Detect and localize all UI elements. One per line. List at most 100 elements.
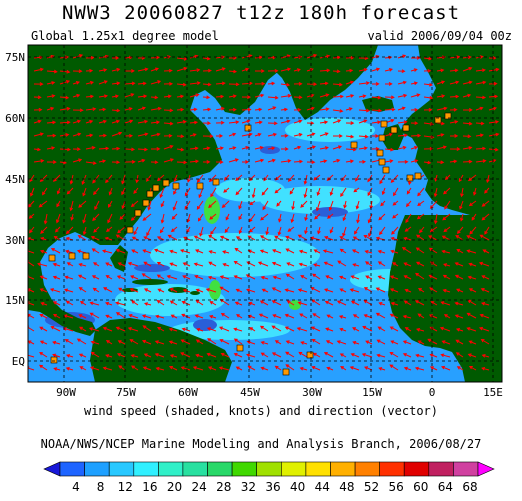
wind-vector [358, 108, 371, 113]
wind-vector [168, 366, 178, 371]
wind-vector [329, 226, 334, 234]
wind-vector [111, 94, 119, 99]
wind-vector [449, 134, 459, 138]
wind-vector [352, 314, 360, 319]
wind-vector [261, 288, 269, 293]
wind-vector [228, 146, 237, 150]
wind-vector [98, 119, 107, 124]
wind-vector [102, 326, 113, 332]
wind-vector [39, 314, 48, 319]
wind-vector [433, 213, 438, 225]
wind-vector [46, 81, 56, 85]
wind-vector [262, 200, 269, 211]
wind-vector [186, 174, 191, 183]
wind-vector [111, 81, 121, 86]
wind-vector [389, 351, 399, 358]
wind-vector [93, 187, 100, 196]
wind-vector [233, 327, 243, 332]
wind-vector [428, 235, 438, 241]
wind-vector [115, 301, 126, 306]
wind-vector [481, 275, 490, 280]
wind-vector [233, 260, 243, 267]
wind-vector [404, 288, 412, 293]
wind-vector [405, 213, 412, 224]
wind-vector [325, 340, 334, 345]
wind-vector [98, 107, 107, 112]
wind-vector [258, 313, 269, 319]
wind-vector [418, 288, 425, 293]
wind-vector [306, 93, 315, 98]
wind-vector [65, 354, 74, 358]
wind-vector [182, 275, 191, 280]
wind-vector [124, 69, 135, 73]
wind-vector [440, 353, 451, 358]
wind-vector [410, 81, 419, 86]
wind-vector [272, 275, 282, 280]
wind-vector [350, 300, 360, 306]
wind-vector [209, 301, 217, 306]
wind-vector [326, 314, 334, 319]
wind-vector [384, 159, 394, 163]
wind-vector [332, 55, 341, 60]
buoy-marker [390, 126, 398, 134]
wind-vector [350, 353, 360, 358]
wind-vector [146, 226, 152, 237]
wind-vector [241, 132, 253, 137]
wind-vector [423, 107, 433, 112]
wind-vector [98, 68, 108, 72]
wind-vector [336, 340, 347, 345]
wind-vector [65, 226, 74, 235]
wind-vector [128, 314, 139, 319]
wind-vector [312, 352, 321, 358]
colorbar-swatch [256, 461, 282, 477]
colorbar-tick-label: 48 [339, 480, 354, 494]
wind-vector [181, 300, 191, 306]
wind-vector [254, 81, 266, 86]
wind-vector [142, 366, 152, 371]
wind-vector [63, 288, 74, 293]
wind-vector [298, 249, 308, 254]
wind-vector [118, 287, 126, 293]
wind-vector [39, 364, 48, 371]
wind-vector [197, 213, 204, 222]
wind-vector [143, 302, 152, 306]
wind-vectors [28, 54, 500, 371]
wind-vector [482, 249, 490, 254]
wind-vector [39, 288, 48, 293]
wind-vector [404, 226, 412, 232]
colorbar-swatch [305, 461, 331, 477]
wind-vector [475, 121, 485, 126]
wind-vector [467, 275, 477, 280]
colorbar-tick-label: 4 [72, 480, 80, 494]
buoy-marker [402, 124, 410, 132]
wind-vector [314, 213, 321, 220]
wind-vector [156, 326, 165, 332]
wind-vector [340, 366, 347, 371]
wind-vector [375, 312, 386, 319]
wind-vector [33, 147, 42, 152]
wind-vector [39, 275, 48, 280]
wind-vector [315, 200, 321, 212]
wind-vector [328, 200, 334, 212]
wind-vector [28, 200, 35, 208]
wind-vector [192, 366, 204, 371]
wind-vector [414, 366, 425, 371]
wind-vector [267, 106, 277, 111]
wind-vector [150, 160, 159, 165]
wind-vector [488, 120, 500, 124]
buoy-marker [68, 252, 76, 260]
wind-vector [267, 121, 278, 126]
wind-vector [339, 248, 347, 254]
buoy-marker [434, 116, 442, 124]
wind-vector [332, 145, 343, 150]
wind-vector [228, 132, 237, 137]
wind-vector [367, 174, 373, 183]
wind-vector [455, 235, 464, 241]
wind-vector [287, 226, 295, 232]
wind-vector [271, 352, 282, 358]
wind-vector [436, 68, 445, 73]
wind-vector [311, 366, 321, 371]
wind-vector [284, 288, 295, 293]
wind-vector [371, 120, 382, 125]
buoy-marker [282, 368, 290, 376]
